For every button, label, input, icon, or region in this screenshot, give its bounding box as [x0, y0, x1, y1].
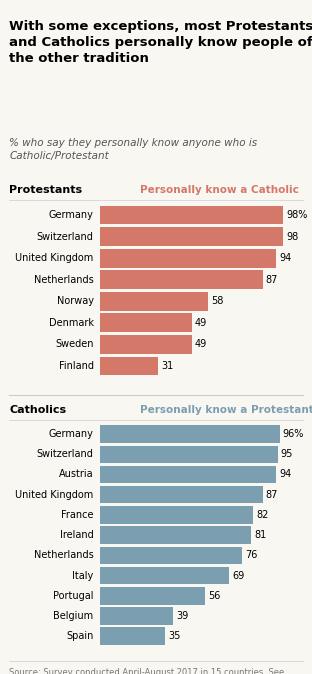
FancyBboxPatch shape — [100, 526, 251, 544]
Text: 49: 49 — [195, 340, 207, 349]
FancyBboxPatch shape — [100, 486, 263, 503]
FancyBboxPatch shape — [100, 506, 253, 524]
FancyBboxPatch shape — [100, 249, 276, 268]
FancyBboxPatch shape — [100, 313, 192, 332]
Text: 98: 98 — [286, 232, 299, 241]
Text: 58: 58 — [212, 297, 224, 306]
Text: Sweden: Sweden — [55, 340, 94, 349]
Text: Protestants: Protestants — [9, 185, 82, 195]
Text: Spain: Spain — [66, 632, 94, 641]
FancyBboxPatch shape — [100, 206, 283, 224]
Text: % who say they personally know anyone who is
Catholic/Protestant: % who say they personally know anyone wh… — [9, 138, 257, 160]
Text: Switzerland: Switzerland — [37, 232, 94, 241]
Text: Italy: Italy — [72, 571, 94, 580]
Text: Netherlands: Netherlands — [34, 551, 94, 560]
FancyBboxPatch shape — [100, 357, 158, 375]
Text: Catholics: Catholics — [9, 405, 66, 415]
Text: 94: 94 — [279, 253, 291, 263]
FancyBboxPatch shape — [100, 587, 205, 605]
Text: Norway: Norway — [56, 297, 94, 306]
Text: Germany: Germany — [49, 429, 94, 439]
Text: Netherlands: Netherlands — [34, 275, 94, 284]
FancyBboxPatch shape — [100, 335, 192, 354]
Text: United Kingdom: United Kingdom — [15, 490, 94, 499]
FancyBboxPatch shape — [100, 425, 280, 443]
FancyBboxPatch shape — [100, 446, 278, 463]
FancyBboxPatch shape — [100, 567, 229, 584]
Text: Source: Survey conducted April-August 2017 in 15 countries. See
Methodology for : Source: Survey conducted April-August 20… — [9, 668, 285, 674]
Text: 35: 35 — [168, 632, 181, 641]
FancyBboxPatch shape — [100, 270, 263, 289]
Text: 95: 95 — [281, 450, 293, 459]
Text: With some exceptions, most Protestants
and Catholics personally know people of
t: With some exceptions, most Protestants a… — [9, 20, 312, 65]
FancyBboxPatch shape — [100, 607, 173, 625]
Text: Personally know a Catholic: Personally know a Catholic — [140, 185, 299, 195]
FancyBboxPatch shape — [100, 547, 242, 564]
Text: 56: 56 — [208, 591, 220, 601]
Text: 49: 49 — [195, 318, 207, 328]
Text: 81: 81 — [255, 530, 267, 540]
Text: 31: 31 — [161, 361, 173, 371]
Text: 96%: 96% — [283, 429, 304, 439]
FancyBboxPatch shape — [100, 627, 165, 645]
FancyBboxPatch shape — [100, 292, 208, 311]
Text: 69: 69 — [232, 571, 244, 580]
FancyBboxPatch shape — [100, 466, 276, 483]
Text: Switzerland: Switzerland — [37, 450, 94, 459]
Text: Finland: Finland — [59, 361, 94, 371]
FancyBboxPatch shape — [100, 227, 283, 246]
Text: Denmark: Denmark — [49, 318, 94, 328]
Text: United Kingdom: United Kingdom — [15, 253, 94, 263]
Text: Germany: Germany — [49, 210, 94, 220]
Text: 87: 87 — [266, 275, 278, 284]
Text: Austria: Austria — [59, 470, 94, 479]
Text: 39: 39 — [176, 611, 188, 621]
Text: 94: 94 — [279, 470, 291, 479]
Text: Portugal: Portugal — [53, 591, 94, 601]
Text: France: France — [61, 510, 94, 520]
Text: Personally know a Protestant: Personally know a Protestant — [140, 405, 312, 415]
Text: Belgium: Belgium — [53, 611, 94, 621]
Text: 98%: 98% — [286, 210, 308, 220]
Text: 87: 87 — [266, 490, 278, 499]
Text: Ireland: Ireland — [60, 530, 94, 540]
Text: 76: 76 — [245, 551, 258, 560]
Text: 82: 82 — [256, 510, 269, 520]
